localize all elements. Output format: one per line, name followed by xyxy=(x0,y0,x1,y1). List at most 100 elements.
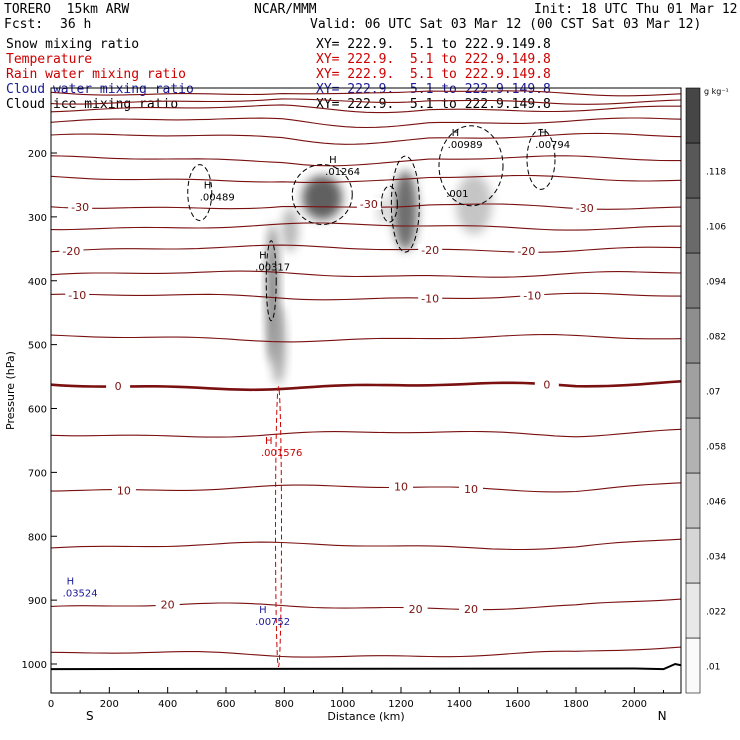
isotherm-4 xyxy=(50,132,682,145)
isotherm-label-bg-15-1 xyxy=(389,480,413,493)
field-xy-temperature: XY= 222.9. 5.1 to 222.9.149.8 xyxy=(316,52,551,67)
colorbar-unit: g kg⁻¹ xyxy=(704,87,729,96)
colorbar-tick-2: .034 xyxy=(706,553,726,563)
isotherm-label-13-0: 0 xyxy=(115,380,122,393)
isotherm-label-bg-17-2 xyxy=(459,602,483,615)
x-tick-label-7: 1400 xyxy=(447,699,472,710)
isotherm-label-bg-13-0 xyxy=(106,380,131,393)
isotherm-15 xyxy=(50,482,682,493)
isotherm-12 xyxy=(50,333,682,343)
colorbar-tick-5: .07 xyxy=(706,388,720,398)
y-tick-label-4: 600 xyxy=(28,405,47,416)
isotherm-label-11-1: -10 xyxy=(421,293,439,306)
fcst-label: Fcst: xyxy=(4,17,44,32)
isotherm-label-13-1: 0 xyxy=(543,379,550,392)
y-tick-label-3: 500 xyxy=(28,341,47,352)
dashed-contour-1 xyxy=(390,155,420,253)
y-tick-label-7: 900 xyxy=(28,596,47,607)
x-tick-label-1: 200 xyxy=(100,699,119,710)
colorbar-tick-0: .01 xyxy=(706,663,720,673)
isotherm-0 xyxy=(50,90,682,97)
field-name-rain: Rain water mixing ratio xyxy=(6,67,187,82)
isotherm-13 xyxy=(50,380,682,392)
x-axis-title: Distance (km) xyxy=(327,710,404,723)
axes: 0 200 400 600 800 1000 1200 1400 1600 1800 2000200… xyxy=(4,149,667,723)
isotherm-label-bg-7-2 xyxy=(572,201,597,214)
maxima-labels: H.00489H.01264H.00317H.00989.001H.00794H… xyxy=(63,128,571,628)
colorbar-segment-7 xyxy=(685,252,701,309)
colorbar-segment-1 xyxy=(685,582,701,639)
y-axis-title: Pressure (hPa) xyxy=(4,351,17,430)
x-tick-label-10: 2000 xyxy=(622,699,647,710)
dashed-contour-6 xyxy=(265,240,277,322)
colorbar-tick-9: .118 xyxy=(706,168,726,178)
colorbar-segment-9 xyxy=(685,142,701,199)
x-tick-label-3: 600 xyxy=(216,699,235,710)
isotherm-3 xyxy=(50,117,682,129)
dashed-contour-3 xyxy=(438,125,504,207)
isotherm-label-bg-17-0 xyxy=(155,598,180,611)
fcst-value: 36 h xyxy=(60,17,92,32)
isotherm-label-11-0: -10 xyxy=(68,289,86,302)
colorbar-tick-7: .094 xyxy=(706,278,726,288)
isotherm-label-17-0: 20 xyxy=(161,598,175,611)
isotherm-14 xyxy=(50,428,682,438)
max-value-4: .001 xyxy=(446,189,468,200)
field-name-temperature: Temperature xyxy=(6,52,93,67)
model-title: TORERO 15km ARW xyxy=(4,2,130,17)
colorbar-tick-8: .106 xyxy=(706,223,726,233)
colorbar-segment-3 xyxy=(685,472,701,529)
isotherm-8 xyxy=(50,222,681,231)
terrain-line xyxy=(50,662,682,671)
isotherm-2 xyxy=(50,104,681,114)
isotherm-label-bg-9-0 xyxy=(59,244,84,257)
end-label-left: S xyxy=(86,709,94,723)
isotherm-10 xyxy=(50,270,682,278)
colorbar-segment-0 xyxy=(685,637,701,694)
colorbar-tick-6: .082 xyxy=(706,333,726,343)
isotherm-label-7-1: -30 xyxy=(360,198,378,211)
max-value-7: .03524 xyxy=(63,588,98,599)
y-tick-label-8: 1000 xyxy=(22,660,47,671)
dashed-contour-2 xyxy=(380,185,398,223)
field-xy-snow: XY= 222.9. 5.1 to 222.9.149.8 xyxy=(316,37,551,52)
dashed-contour-0 xyxy=(187,164,213,222)
y-tick-label-6: 800 xyxy=(28,532,47,543)
colorbar-segment-8 xyxy=(685,197,701,254)
max-marker-6: H xyxy=(265,436,273,447)
isotherm-label-bg-13-1 xyxy=(534,378,559,391)
isotherm-label-15-0: 10 xyxy=(117,485,131,498)
max-value-0: .00489 xyxy=(200,192,235,203)
init-time: Init: 18 UTC Thu 01 Mar 12 xyxy=(534,2,738,17)
y-tick-label-0: 200 xyxy=(28,149,47,160)
isotherm-label-bg-11-1 xyxy=(418,292,443,305)
isotherm-6 xyxy=(50,174,682,184)
isotherm-label-9-0: -20 xyxy=(62,245,80,258)
max-value-6: .001576 xyxy=(261,448,302,459)
x-tick-label-8: 1600 xyxy=(505,699,530,710)
valid-time: Valid: 06 UTC Sat 03 Mar 12 (00 CST Sat … xyxy=(310,17,702,32)
isotherm-5 xyxy=(50,155,681,167)
shading-blob-0 xyxy=(302,175,343,220)
shading-blob-5 xyxy=(282,207,299,252)
isotherm-label-11-2: -10 xyxy=(523,289,541,302)
isotherm-label-bg-11-2 xyxy=(520,289,545,302)
isotherm-label-9-2: -20 xyxy=(517,245,535,258)
max-marker-0: H xyxy=(204,180,212,191)
isotherm-11 xyxy=(50,292,681,301)
colorbar-segment-2 xyxy=(685,527,701,584)
temperature-isotherms: -30 -30 -30 -20 -20 -20 -10 -10 -10 0 0 10 10 10 20 20 2… xyxy=(50,90,682,658)
isotherm-label-9-1: -20 xyxy=(421,244,439,257)
colorbar-segment-6 xyxy=(685,307,701,364)
field-name-snow: Snow mixing ratio xyxy=(6,37,140,52)
colorbar-segment-10 xyxy=(685,87,701,144)
mixing-ratio-contours xyxy=(187,125,556,668)
plot-frame xyxy=(50,87,682,694)
isotherm-18 xyxy=(50,646,682,658)
isotherm-label-bg-7-1 xyxy=(356,197,381,210)
colorbar: .01 .022 .034 .046 .058 .07 .082 .094 .106 .118 g … xyxy=(685,87,729,694)
surface-line xyxy=(50,662,682,671)
max-value-3: .00989 xyxy=(448,140,483,151)
